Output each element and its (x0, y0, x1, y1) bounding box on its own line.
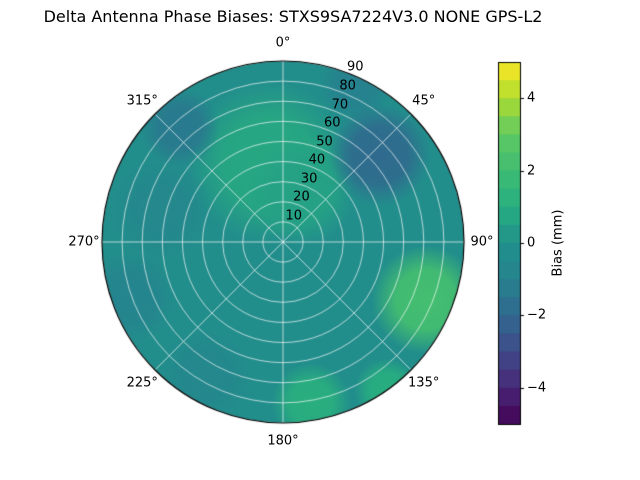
colorbar-tick-label: −2 (527, 307, 547, 323)
azimuth-tick-label: 45° (412, 93, 436, 109)
azimuth-tick-label: 180° (267, 433, 299, 449)
colorbar-tick-label: 2 (527, 163, 536, 179)
radial-tick-label: 80 (339, 78, 356, 94)
azimuth-tick-label: 0° (275, 35, 291, 51)
colorbar-tick-label: 0 (527, 235, 536, 251)
radial-tick-label: 50 (316, 134, 333, 150)
colorbar-axis-label: Bias (mm) (550, 209, 566, 277)
azimuth-tick-label: 315° (126, 93, 158, 109)
azimuth-tick-label: 135° (408, 375, 440, 391)
radial-tick-label: 40 (308, 152, 326, 168)
azimuth-tick-label: 225° (126, 375, 158, 391)
azimuth-tick-label: 90° (470, 234, 494, 250)
radial-tick-label: 90 (347, 59, 364, 75)
colorbar-tick-label: 4 (527, 90, 536, 106)
radial-tick-label: 60 (323, 115, 341, 131)
radial-tick-label: 10 (285, 208, 303, 224)
colorbar-tick-label: −4 (527, 380, 547, 396)
radial-tick-label: 30 (300, 171, 318, 187)
radial-tick-label: 70 (331, 97, 349, 113)
azimuth-tick-label: 270° (68, 234, 100, 250)
chart-title: Delta Antenna Phase Biases: STXS9SA7224V… (43, 7, 543, 26)
radial-tick-label: 20 (293, 189, 310, 205)
